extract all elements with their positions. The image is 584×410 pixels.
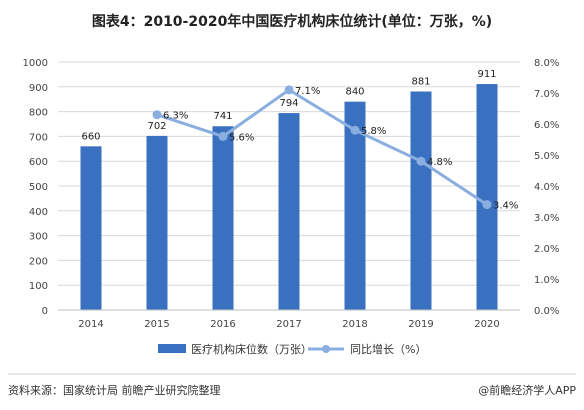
- y2-tick-label: 3.0%: [534, 213, 559, 224]
- growth-point: [350, 125, 360, 135]
- x-tick-label: 2015: [144, 319, 169, 330]
- x-tick-label: 2017: [276, 319, 301, 330]
- x-tick-label: 2018: [342, 319, 367, 330]
- bar: [278, 113, 300, 310]
- growth-value-label: 3.4%: [493, 201, 518, 212]
- growth-point: [416, 156, 426, 166]
- x-tick-label: 2016: [210, 319, 235, 330]
- y2-tick-label: 1.0%: [534, 275, 559, 286]
- y2-tick-label: 6.0%: [534, 120, 559, 131]
- growth-point: [152, 110, 162, 120]
- bar: [146, 135, 168, 310]
- y-axis-right: 0.0% 1.0% 2.0% 3.0% 4.0% 5.0% 6.0% 7.0% 8.0%: [534, 58, 559, 317]
- y-tick-label: 0: [42, 306, 48, 317]
- legend: 医疗机构床位数（万张） 同比增长（%）: [158, 342, 426, 356]
- growth-point: [482, 200, 492, 210]
- growth-point: [218, 131, 228, 141]
- legend-bar-label: 医疗机构床位数（万张）: [191, 342, 312, 356]
- legend-line-marker: [322, 345, 330, 353]
- y2-tick-label: 5.0%: [534, 151, 559, 162]
- bar-value-label: 660: [81, 131, 100, 142]
- y-tick-label: 300: [29, 232, 48, 243]
- x-tick-label: 2019: [408, 319, 433, 330]
- bar-value-label: 702: [147, 121, 166, 132]
- y2-tick-label: 2.0%: [534, 244, 559, 255]
- y-axis-left: 0 100 200 300 400 500 600 700 800 900 1000: [23, 58, 48, 317]
- x-tick-label: 2014: [78, 319, 103, 330]
- chart-title: 图表4：2010-2020年中国医疗机构床位统计(单位：万张，%): [92, 13, 492, 30]
- line-series: 6.3% 5.6% 7.1% 5.8% 4.8% 3.4%: [152, 85, 518, 212]
- y-tick-label: 100: [29, 281, 48, 292]
- y2-tick-label: 4.0%: [534, 182, 559, 193]
- bar-value-label: 794: [279, 98, 298, 109]
- source-note: 资料来源：国家统计局 前瞻产业研究院整理: [8, 383, 221, 397]
- x-axis: 2014 2015 2016 2017 2018 2019 2020: [78, 319, 499, 330]
- bar-series: 660 702 741 794 840 881 911: [80, 69, 498, 311]
- y-tick-label: 800: [29, 108, 48, 119]
- y2-tick-label: 8.0%: [534, 58, 559, 69]
- bar: [476, 84, 498, 311]
- bar-value-label: 881: [411, 77, 430, 88]
- y-tick-label: 1000: [23, 58, 48, 69]
- growth-value-label: 7.1%: [295, 86, 320, 97]
- y-tick-label: 200: [29, 256, 48, 267]
- y2-tick-label: 0.0%: [534, 306, 559, 317]
- growth-value-label: 6.3%: [163, 111, 188, 122]
- growth-value-label: 5.6%: [229, 132, 254, 143]
- y-tick-label: 400: [29, 207, 48, 218]
- bar: [80, 146, 102, 310]
- legend-bar-swatch: [158, 344, 186, 353]
- x-tick-label: 2020: [474, 319, 499, 330]
- y-tick-label: 500: [29, 182, 48, 193]
- y-tick-label: 700: [29, 132, 48, 143]
- y-tick-label: 900: [29, 83, 48, 94]
- bar: [344, 101, 366, 311]
- growth-value-label: 4.8%: [427, 157, 452, 168]
- bar-value-label: 741: [213, 111, 232, 122]
- bar-value-label: 911: [477, 69, 496, 80]
- bar: [212, 126, 234, 311]
- bar-value-label: 840: [345, 87, 364, 98]
- growth-value-label: 5.8%: [361, 126, 386, 137]
- y2-tick-label: 7.0%: [534, 89, 559, 100]
- y-tick-label: 600: [29, 157, 48, 168]
- growth-line: [156, 88, 488, 206]
- legend-line-label: 同比增长（%）: [350, 342, 426, 356]
- credit-note: @前瞻经济学人APP: [478, 383, 576, 397]
- bar: [410, 91, 432, 311]
- growth-point: [284, 85, 294, 95]
